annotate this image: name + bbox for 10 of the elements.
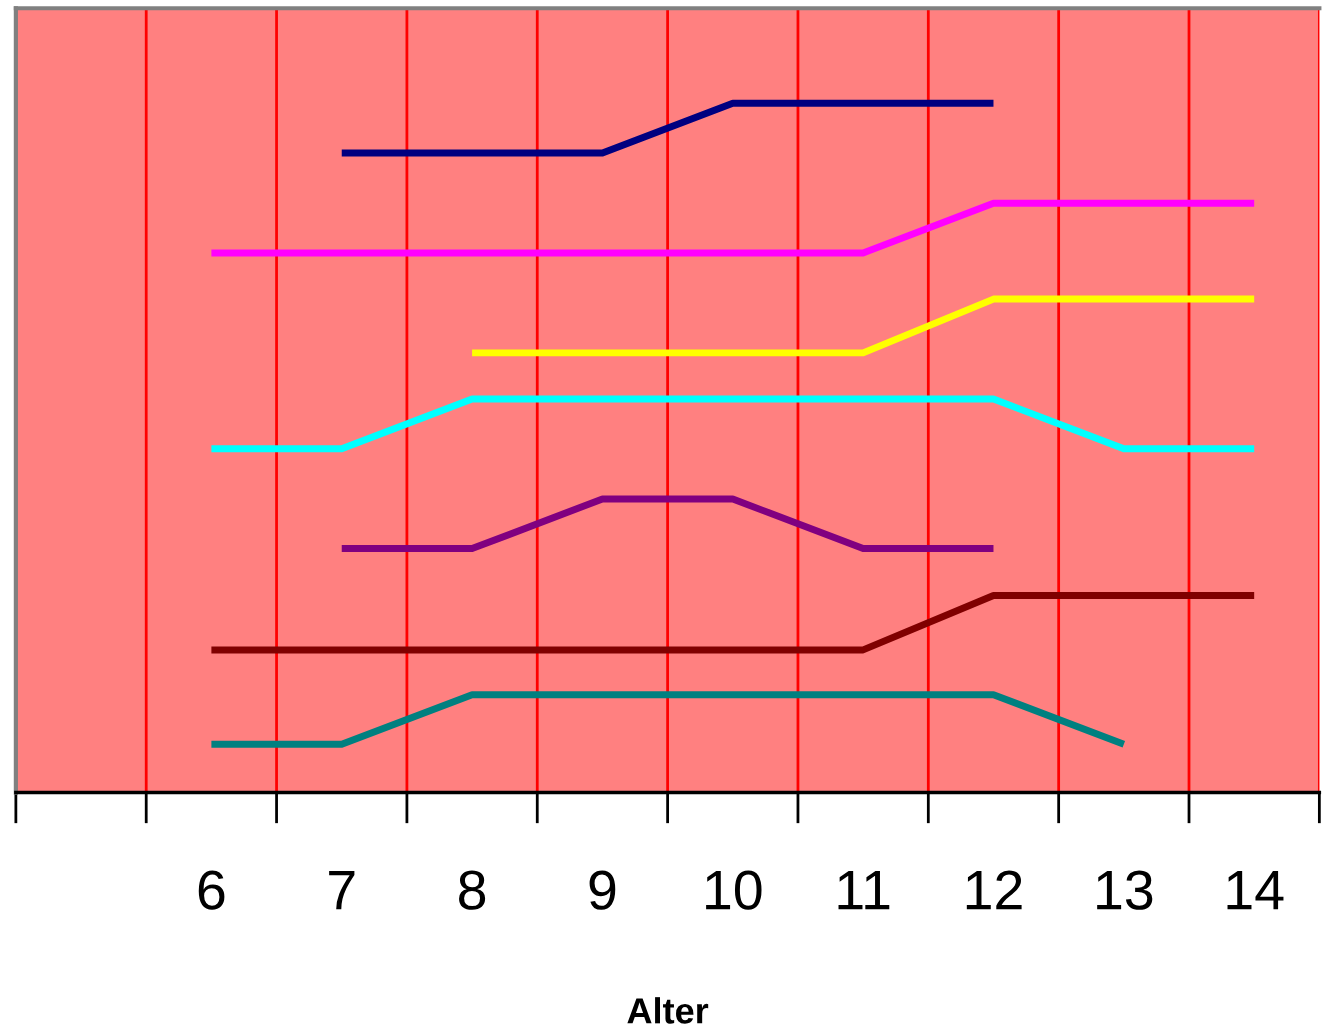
x-tick-label: 12 (966, 870, 1022, 910)
x-tick-label: 8 (459, 870, 486, 910)
x-tick-label: 13 (1097, 870, 1153, 910)
x-tick-label: 7 (329, 871, 355, 910)
x-axis-title: Alter (627, 997, 709, 1024)
x-tick-label: 11 (838, 871, 890, 910)
x-tick-label: 14 (1227, 871, 1284, 910)
x-tick-label: 9 (589, 870, 616, 910)
x-tick-label: 6 (198, 870, 225, 910)
x-tick-label: 10 (706, 870, 762, 910)
